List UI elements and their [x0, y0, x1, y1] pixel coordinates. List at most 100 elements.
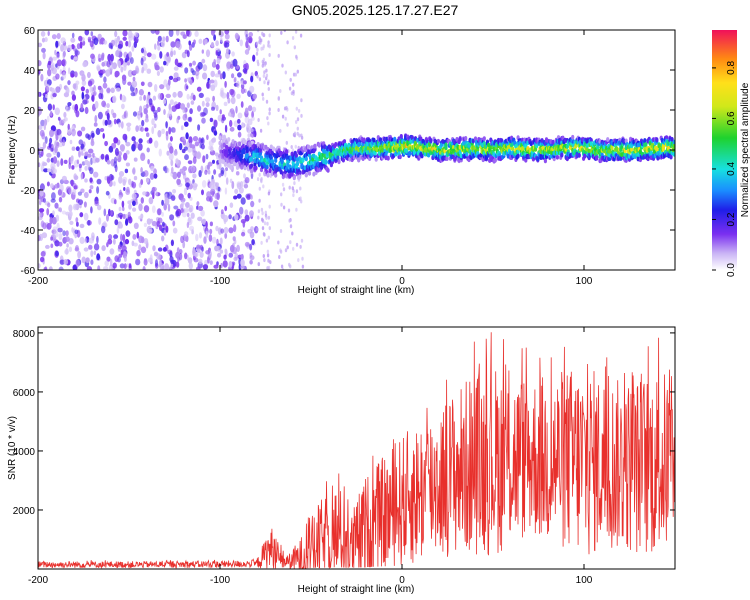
spectrogram-cell — [154, 84, 158, 92]
spectrogram-cell — [49, 216, 53, 225]
spectrogram-cell — [279, 128, 282, 133]
spectrogram-cell — [40, 119, 45, 127]
spectrogram-cell — [237, 124, 242, 131]
spectrogram-cell — [282, 205, 286, 210]
spectrogram-cell — [289, 224, 293, 229]
spectrogram-cell — [198, 38, 203, 44]
spectrogram-cell — [294, 153, 298, 158]
spectrogram-cell — [257, 209, 261, 214]
spectrogram-cell — [132, 70, 138, 75]
spectrogram-cell — [295, 242, 299, 247]
spectrogram-cell — [224, 33, 230, 40]
spectrogram-cell — [152, 192, 155, 200]
spectrogram-cell — [162, 99, 167, 104]
spectrogram-cell — [166, 51, 170, 57]
spectrogram-cell — [186, 212, 190, 218]
spectrogram-cell — [90, 130, 95, 139]
spectrogram-cell — [107, 238, 113, 245]
spectrogram-cell — [638, 149, 643, 155]
spectrogram-cell — [176, 62, 182, 68]
spectrogram-cell — [40, 31, 46, 37]
spectrogram-cell — [190, 212, 195, 219]
spectrogram-cell — [46, 208, 50, 216]
spectrogram-cell — [125, 162, 130, 167]
spectrogram-cell — [99, 40, 102, 45]
spectrogram-cell — [157, 130, 162, 138]
spectrogram-cell — [212, 95, 216, 102]
spectrogram-cell — [56, 128, 62, 136]
spectrogram-cell — [151, 118, 155, 126]
spectrogram-cell — [187, 116, 192, 122]
spectrogram-cell — [210, 84, 216, 92]
spectrogram-cell — [265, 238, 269, 243]
spectrogram-cell — [124, 168, 129, 174]
spectrogram-cell — [225, 177, 229, 185]
spectrogram-cell — [215, 152, 219, 157]
spectrogram-cell — [213, 264, 219, 269]
spectrogram-cell — [256, 74, 259, 79]
spectrogram-cell — [170, 50, 174, 58]
spectrogram-cell — [182, 113, 188, 121]
spectrogram-cell — [217, 70, 221, 75]
spectrogram-cell — [46, 157, 51, 163]
spectrogram-cell — [175, 40, 181, 48]
spectrogram-cell — [201, 189, 204, 196]
spectrogram-cell — [228, 252, 234, 258]
spectrogram-cell — [289, 240, 292, 245]
spectrogram-cell — [231, 51, 235, 57]
spectrogram-cell — [47, 30, 50, 37]
spectrogram-cell — [41, 37, 46, 43]
spectrogram-cell — [125, 218, 129, 226]
spectrogram-cell — [103, 208, 107, 217]
spectrogram-cell — [229, 63, 234, 69]
spectrogram-cell — [120, 233, 123, 242]
spectrogram-cell — [259, 128, 263, 133]
spectrogram-cell — [128, 216, 133, 224]
spectrogram-cell — [52, 210, 55, 216]
spectrogram-cell — [205, 102, 210, 108]
spectrogram-cell — [158, 148, 162, 157]
spectrogram-cell — [55, 214, 60, 222]
spectrogram-cell — [252, 93, 257, 100]
spectrogram-cell — [131, 181, 137, 189]
spectrogram-cell — [61, 59, 66, 65]
spectrogram-cell — [54, 202, 59, 209]
spectrogram-cell — [141, 236, 145, 244]
spectrogram-cell — [175, 210, 180, 217]
spectrogram-cell — [74, 71, 78, 78]
spectrogram-cell — [268, 53, 271, 57]
spectrogram-cell — [135, 141, 139, 149]
spectrogram-cell — [65, 186, 71, 194]
spectrogram-cell — [176, 171, 181, 178]
spectrogram-cell — [286, 40, 289, 45]
spectrogram-cell — [571, 134, 575, 140]
spectrogram-cell — [122, 206, 125, 212]
spectrogram-cell — [235, 105, 238, 114]
spectrogram-cell — [205, 250, 211, 255]
spectrogram-cell — [619, 156, 623, 161]
spectrogram-cell — [74, 50, 80, 56]
spectrogram-cell — [213, 200, 219, 208]
spectrogram-cell — [213, 130, 218, 136]
spectrogram-cell — [113, 181, 116, 187]
spectrogram-cell — [72, 83, 77, 90]
spectrogram-cell — [166, 150, 170, 156]
spectrogram-cell — [285, 140, 288, 145]
spectrogram-marks — [38, 30, 675, 270]
spectrogram-cell — [222, 71, 226, 80]
spectrogram-cell — [109, 264, 114, 270]
spectrogram-cell — [630, 147, 634, 152]
spectrogram-cell — [142, 63, 148, 71]
spectrogram-cell — [97, 111, 103, 120]
spectrogram-cell — [62, 230, 66, 237]
spectrogram-cell — [80, 103, 84, 111]
spectrogram-cell — [202, 155, 206, 164]
spectrogram-cell — [487, 142, 491, 148]
spectrogram-cell — [138, 244, 142, 251]
spectrogram-cell — [269, 155, 273, 161]
spectrogram-cell — [246, 123, 250, 128]
spectrogram-cell — [194, 30, 199, 37]
spectrogram-cell — [362, 137, 366, 143]
spectrogram-cell — [165, 133, 169, 141]
spectrogram-cell — [670, 137, 674, 142]
